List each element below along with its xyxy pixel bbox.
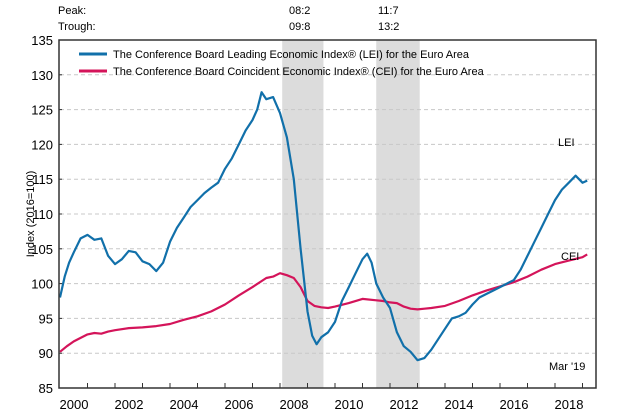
peak-label: Peak: <box>58 5 86 17</box>
y-tick-label: 120 <box>31 137 53 152</box>
x-tick-label: 2010 <box>335 397 364 412</box>
y-tick-label: 100 <box>31 277 53 292</box>
x-tick-label: 2018 <box>555 397 584 412</box>
date-annotation: Mar '19 <box>549 361 585 373</box>
x-tick-label: 2016 <box>500 397 529 412</box>
y-tick-label: 135 <box>31 33 53 48</box>
cei-annotation: CEI <box>561 251 579 263</box>
y-axis: 85 90 95 100 105 110 115 120 125 130 135 <box>31 33 62 396</box>
series-lines <box>58 91 588 362</box>
legend-label-cei: The Conference Board Coincident Economic… <box>113 66 485 78</box>
trough-label: Trough: <box>58 21 96 33</box>
y-tick-label: 95 <box>39 311 53 326</box>
series-line-lei <box>58 91 588 362</box>
y-tick-label: 115 <box>32 172 53 187</box>
x-tick-label: 2012 <box>390 397 419 412</box>
x-tick-label: 2006 <box>225 397 254 412</box>
legend: The Conference Board Leading Economic In… <box>79 49 485 78</box>
y-tick-label: 105 <box>31 242 53 257</box>
y-tick-label: 125 <box>31 103 53 118</box>
x-axis: 2000 2002 2004 2006 2008 2010 2012 2014 2016 2018 <box>60 383 584 412</box>
legend-label-lei: The Conference Board Leading Economic In… <box>113 49 470 61</box>
y-axis-label: Index (2016=100) <box>25 171 37 258</box>
x-tick-label: 2004 <box>170 397 199 412</box>
x-tick-label: 2014 <box>445 397 474 412</box>
recession-1-peak: 08:2 <box>289 5 310 17</box>
recession-2-trough: 13:2 <box>378 21 399 33</box>
series-line-cei <box>59 253 588 353</box>
y-tick-label: 85 <box>39 381 53 396</box>
x-tick-label: 2000 <box>60 397 89 412</box>
lei-annotation: LEI <box>558 137 575 149</box>
recession-shade-1 <box>282 40 324 388</box>
y-tick-label: 110 <box>32 207 53 222</box>
x-tick-label: 2002 <box>115 397 144 412</box>
recession-1-trough: 09:8 <box>289 21 310 33</box>
recession-2-peak: 11:7 <box>378 5 399 17</box>
x-tick-label: 2008 <box>280 397 309 412</box>
y-tick-label: 130 <box>31 68 53 83</box>
y-tick-label: 90 <box>39 346 53 361</box>
gridlines <box>60 74 595 354</box>
